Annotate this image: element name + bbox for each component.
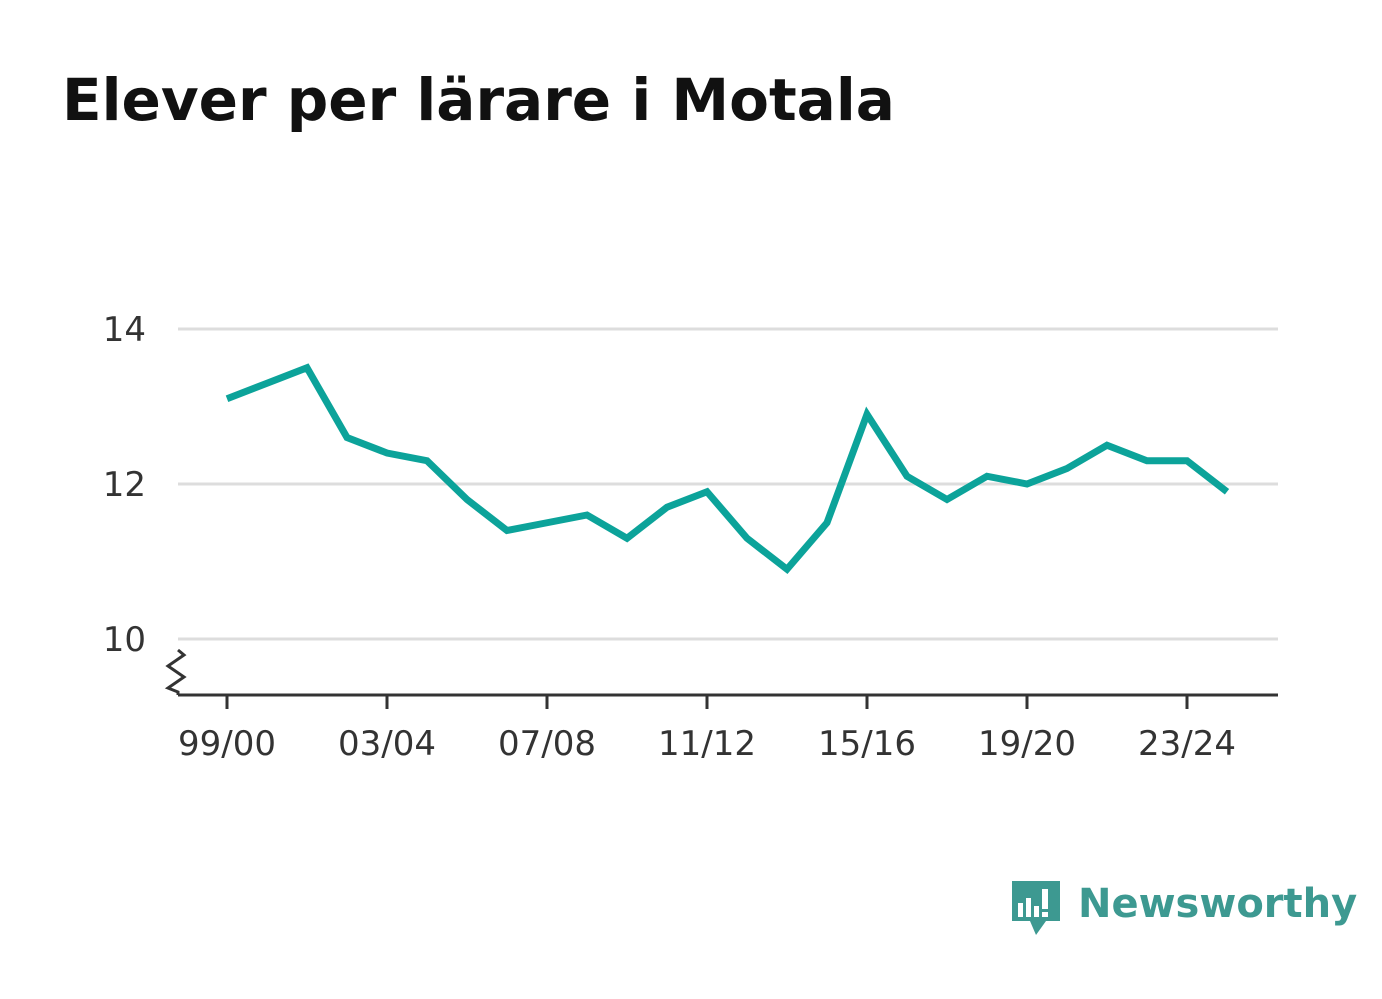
x-axis bbox=[164, 648, 1278, 709]
y-tick-label-10: 10 bbox=[103, 620, 146, 660]
series-line-0 bbox=[225, 363, 1230, 575]
x-tick-label-99-00: 99/00 bbox=[178, 724, 276, 764]
bar-chart-speech-bubble-icon bbox=[1012, 881, 1060, 935]
x-tick-label-07-08: 07/08 bbox=[498, 724, 596, 764]
x-tick-label-15-16: 15/16 bbox=[818, 724, 916, 764]
grid-lines bbox=[178, 327, 1278, 641]
x-tick-labels: 99/00 03/04 07/08 11/12 15/16 19/20 23/24 bbox=[178, 724, 1236, 764]
brand-name: Newsworthy bbox=[1078, 881, 1357, 927]
newsworthy-logo[interactable]: Newsworthy bbox=[1012, 881, 1357, 935]
x-tick-label-19-20: 19/20 bbox=[978, 724, 1076, 764]
x-tick-label-03-04: 03/04 bbox=[338, 724, 436, 764]
x-tick-label-11-12: 11/12 bbox=[658, 724, 756, 764]
y-tick-label-12: 12 bbox=[103, 465, 146, 505]
y-tick-label-14: 14 bbox=[103, 310, 146, 350]
y-tick-labels: 10 12 14 bbox=[103, 310, 146, 660]
series-layer bbox=[225, 363, 1230, 575]
x-tick-label-23-24: 23/24 bbox=[1138, 724, 1236, 764]
chart-title: Elever per lärare i Motala bbox=[62, 66, 895, 134]
axis-break-icon bbox=[164, 648, 187, 695]
